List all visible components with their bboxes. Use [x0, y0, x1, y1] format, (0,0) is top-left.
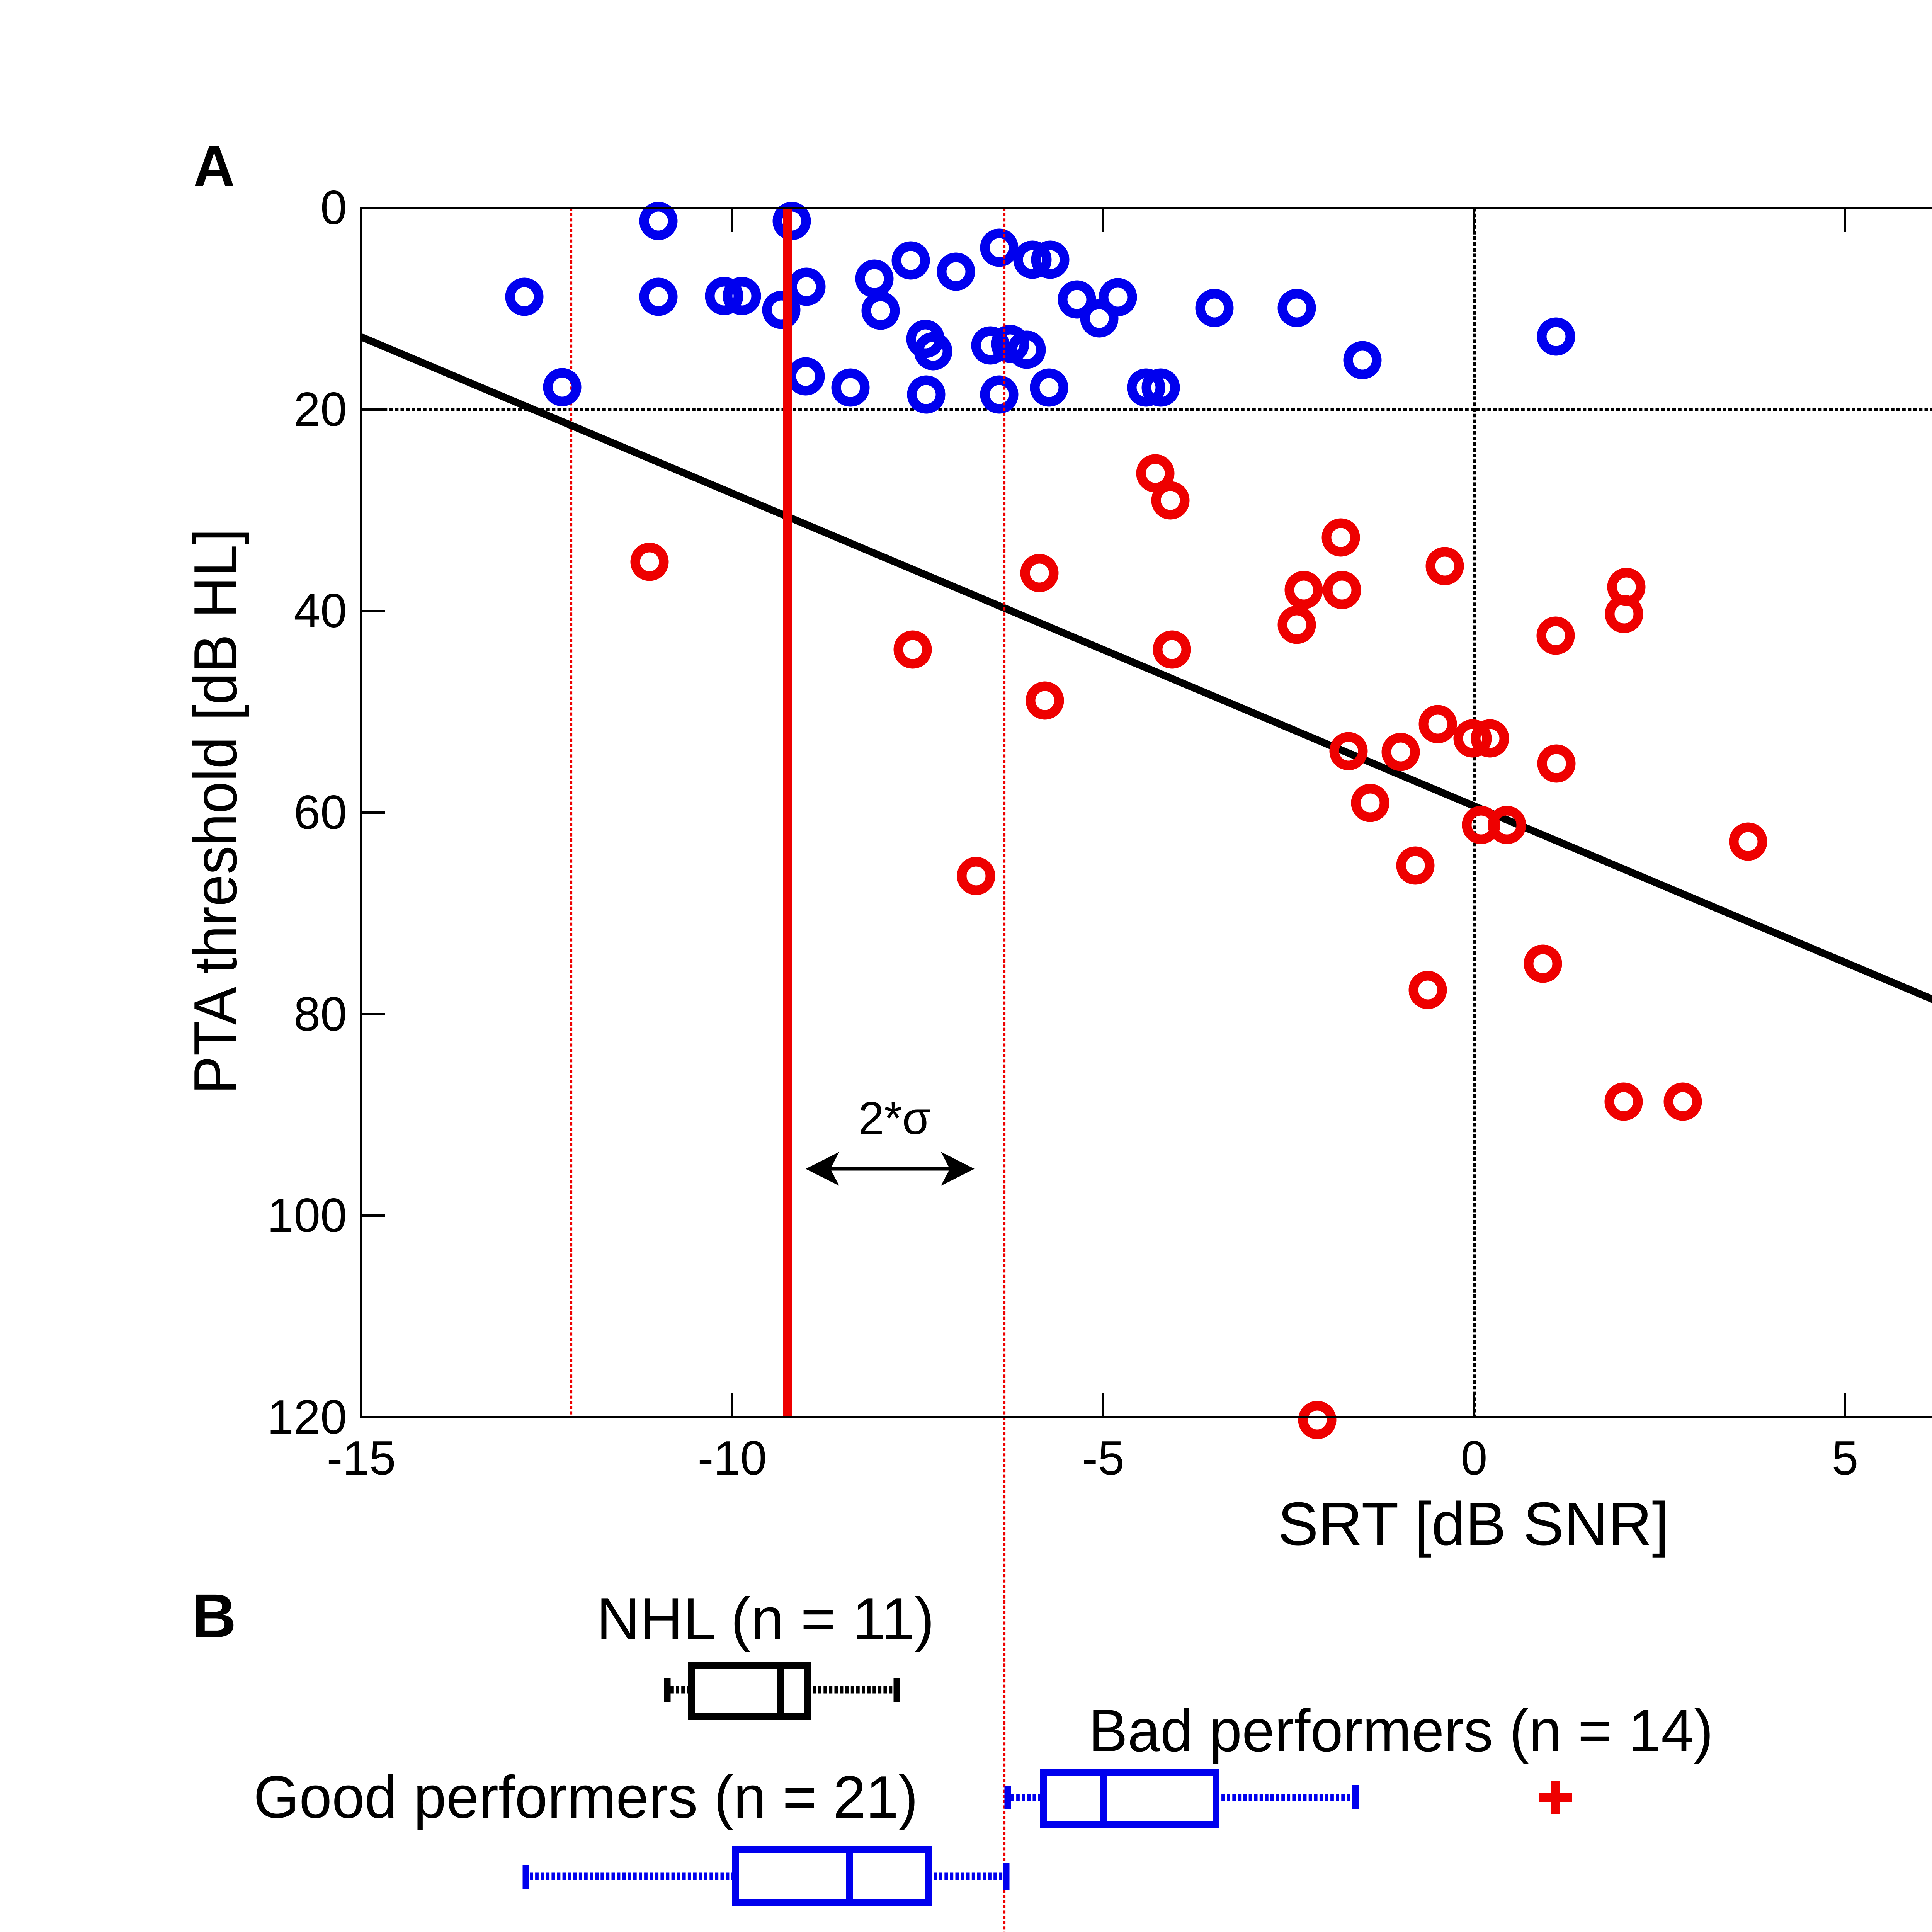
- svg-text:Bad performers (n = 14): Bad performers (n = 14): [1088, 1697, 1713, 1764]
- svg-text:2*σ: 2*σ: [858, 1092, 931, 1144]
- svg-text:40: 40: [294, 584, 347, 638]
- svg-text:NHL (n = 11): NHL (n = 11): [597, 1585, 934, 1652]
- svg-text:120: 120: [267, 1391, 347, 1444]
- svg-text:SRT [dB SNR]: SRT [dB SNR]: [1278, 1490, 1669, 1558]
- svg-text:A: A: [193, 134, 235, 199]
- svg-text:Good performers (n = 21): Good performers (n = 21): [253, 1764, 918, 1830]
- svg-text:5: 5: [1832, 1432, 1859, 1485]
- svg-text:-10: -10: [697, 1432, 767, 1485]
- svg-text:0: 0: [1461, 1432, 1488, 1485]
- svg-text:80: 80: [294, 988, 347, 1041]
- svg-text:PTA threshold [dB HL]: PTA threshold [dB HL]: [182, 529, 250, 1094]
- svg-text:-5: -5: [1082, 1432, 1124, 1485]
- svg-text:60: 60: [294, 786, 347, 839]
- svg-text:20: 20: [294, 383, 347, 436]
- svg-text:-15: -15: [327, 1432, 396, 1485]
- svg-text:B: B: [192, 1581, 236, 1650]
- svg-text:100: 100: [267, 1189, 347, 1242]
- svg-text:0: 0: [320, 181, 347, 235]
